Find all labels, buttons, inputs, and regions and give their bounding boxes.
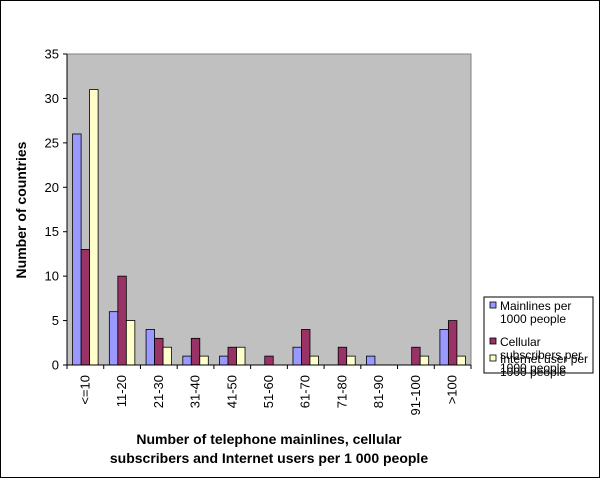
y-axis: 0 5 10 15 20 25 30 35	[45, 47, 68, 373]
bar-internet-2	[162, 346, 172, 366]
x-tick-label: 21-30	[151, 375, 166, 408]
bar-cellular-3	[190, 337, 201, 366]
x-axis-title-line: subscribers and Internet users per 1 000…	[110, 450, 428, 466]
bar-cellular-4	[227, 346, 237, 366]
bar-mainlines-8	[366, 355, 376, 366]
y-tick-label: 30	[45, 91, 59, 106]
bar-mainlines-2	[145, 329, 155, 366]
bar-cellular-6	[301, 329, 311, 366]
legend-label: Mainlines per	[500, 299, 571, 313]
legend-label: Internet user per	[500, 352, 588, 366]
bar-internet-0	[89, 89, 99, 366]
bar-mainlines-4	[219, 355, 229, 366]
bar-internet-9	[419, 355, 430, 366]
x-axis-title: Number of telephone mainlines, cellular s…	[110, 431, 428, 466]
x-tick-label: 81-90	[371, 375, 386, 408]
y-tick-label: 25	[45, 135, 59, 150]
bar-cellular-5	[264, 355, 274, 366]
bar-mainlines-0	[72, 133, 82, 366]
y-tick-label: 5	[52, 313, 59, 328]
bar-mainlines-1	[108, 311, 119, 366]
x-tick-label: 41-50	[224, 375, 239, 408]
bar-cellular-7	[337, 346, 348, 366]
legend-box	[483, 296, 594, 374]
legend-label: subscribers per	[500, 348, 582, 362]
legend-label: 1000 people	[500, 365, 566, 379]
x-tick-label: 61-70	[298, 375, 313, 408]
x-tick-label: 11-20	[114, 375, 129, 407]
x-tick-label: 31-40	[188, 375, 203, 408]
x-tick-label: 71-80	[334, 375, 349, 408]
y-tick-label: 15	[45, 224, 59, 239]
bar-internet-7	[346, 355, 356, 366]
legend-swatch	[489, 301, 497, 309]
legend-swatch	[489, 337, 497, 345]
y-tick-label: 35	[45, 47, 59, 62]
bar-mainlines-6	[292, 346, 302, 366]
bar-cellular-9	[411, 346, 421, 366]
x-tick-label: <=10	[77, 375, 92, 405]
legend-label: 1000 people	[500, 312, 566, 326]
bar-mainlines-3	[182, 355, 192, 366]
bar-cellular-2	[154, 337, 164, 366]
y-tick-label: 20	[45, 180, 59, 195]
bar-cellular-1	[117, 275, 127, 366]
legend-label: 1000 people	[500, 361, 566, 375]
bar-internet-4	[236, 346, 246, 366]
bar-cellular-10	[447, 320, 458, 366]
bars-layer	[72, 89, 466, 366]
bar-mainlines-10	[439, 329, 449, 366]
y-tick-label: 0	[52, 358, 59, 373]
x-axis: <=10 11-20 21-30 31-40 41-50 51-60 61-70 71-80 8…	[66, 364, 472, 415]
y-axis-title: Number of countries	[13, 141, 29, 278]
x-axis-title-line: Number of telephone mainlines, cellular	[136, 431, 402, 447]
bar-cellular-0	[80, 249, 91, 366]
legend-label: Cellular	[500, 335, 541, 349]
x-tick-label: 91-100	[408, 375, 423, 415]
bar-internet-10	[456, 355, 466, 366]
x-tick-label: >100	[445, 375, 460, 404]
x-tick-label: 51-60	[261, 375, 276, 408]
plot-area	[66, 53, 472, 366]
y-tick-label: 10	[45, 269, 59, 284]
bar-internet-3	[199, 355, 209, 366]
bar-internet-1	[125, 320, 136, 366]
legend-swatch	[489, 354, 497, 362]
bar-internet-6	[309, 355, 319, 366]
